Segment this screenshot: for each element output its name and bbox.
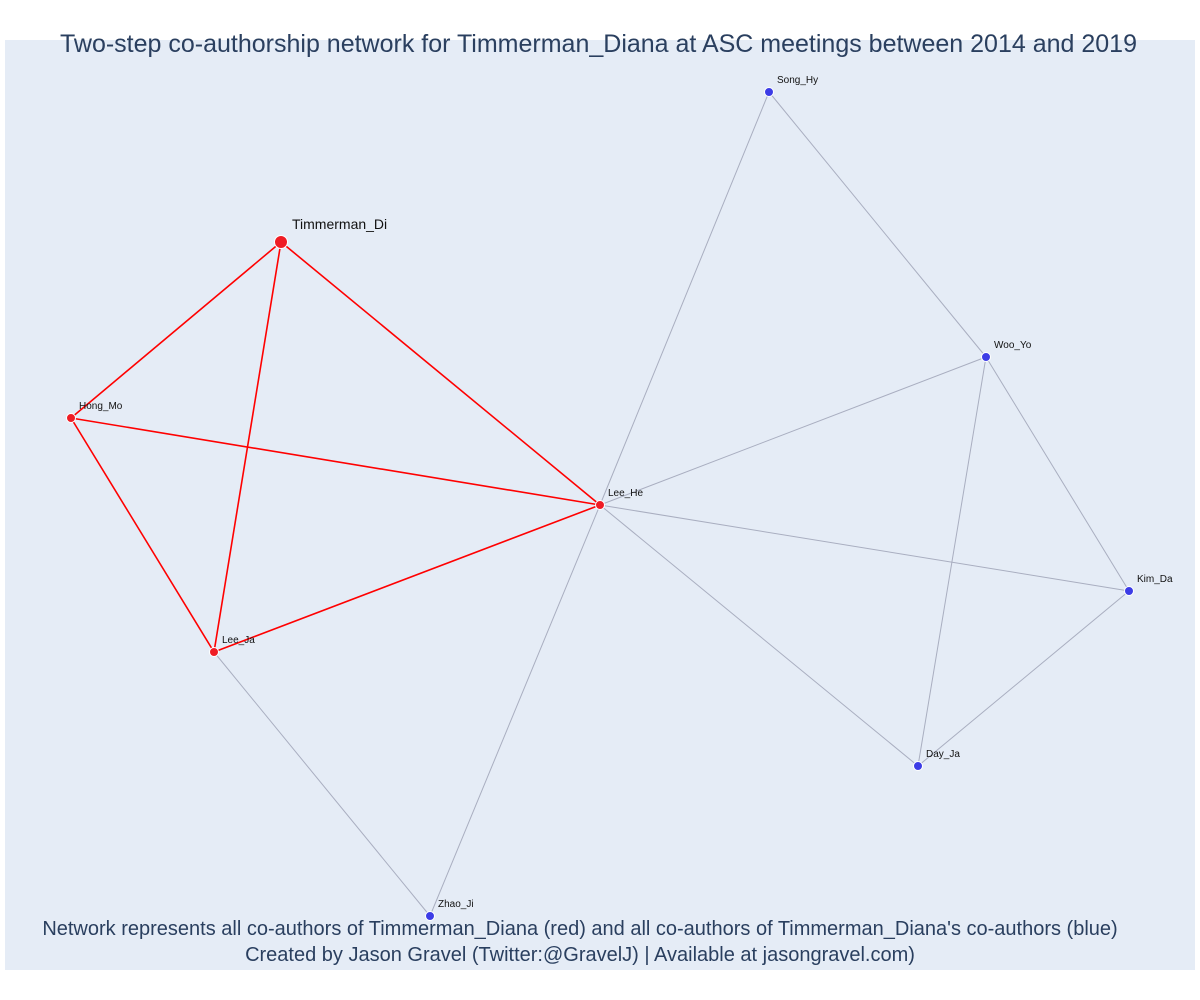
edge-lee-he-zhao-ji (429, 504, 601, 917)
node-label-zhao-ji: Zhao_Ji (438, 899, 474, 910)
edge-kim-da-day-ja (917, 590, 1130, 767)
edges-layer (70, 91, 1130, 917)
node-label-hong-mo: Hong_Mo (79, 401, 123, 412)
edge-timmerman-di-lee-he (280, 241, 601, 506)
edge-woo-yo-day-ja (917, 356, 987, 767)
edge-hong-mo-lee-ja (70, 417, 215, 653)
node-label-song-hy: Song_Hy (777, 75, 818, 86)
node-timmerman-di[interactable] (274, 235, 288, 249)
node-kim-da[interactable] (1124, 586, 1134, 596)
node-woo-yo[interactable] (981, 352, 991, 362)
edge-lee-he-song-hy (599, 91, 770, 506)
nodes-layer (66, 87, 1134, 921)
edge-song-hy-woo-yo (768, 91, 987, 358)
labels-layer: Timmerman_Di Hong_Mo Lee_Ja Lee_He Song_Hy Wo… (79, 75, 1173, 910)
edge-lee-ja-zhao-ji (213, 651, 431, 917)
node-label-day-ja: Day_Ja (926, 749, 960, 760)
node-label-lee-ja: Lee_Ja (222, 635, 255, 646)
node-label-kim-da: Kim_Da (1137, 574, 1173, 585)
edge-lee-ja-lee-he (213, 504, 601, 653)
edge-lee-he-woo-yo (599, 356, 987, 506)
edge-lee-he-kim-da (599, 504, 1130, 592)
chart-title: Two-step co-authorship network for Timme… (60, 30, 1137, 58)
node-lee-he[interactable] (595, 500, 605, 510)
edge-timmerman-di-hong-mo (70, 241, 282, 419)
edge-hong-mo-lee-he (70, 417, 601, 506)
node-hong-mo[interactable] (66, 413, 76, 423)
node-zhao-ji[interactable] (425, 911, 435, 921)
node-day-ja[interactable] (913, 761, 923, 771)
caption-line-1: Network represents all co-authors of Tim… (42, 918, 1118, 940)
node-song-hy[interactable] (764, 87, 774, 97)
edge-woo-yo-kim-da (985, 356, 1130, 592)
caption-line-2: Created by Jason Gravel (Twitter:@Gravel… (245, 944, 915, 966)
node-label-lee-he: Lee_He (608, 488, 643, 499)
edge-lee-he-day-ja (599, 504, 919, 767)
node-label-woo-yo: Woo_Yo (994, 340, 1032, 351)
node-lee-ja[interactable] (209, 647, 219, 657)
node-label-timmerman-di: Timmerman_Di (292, 216, 387, 232)
